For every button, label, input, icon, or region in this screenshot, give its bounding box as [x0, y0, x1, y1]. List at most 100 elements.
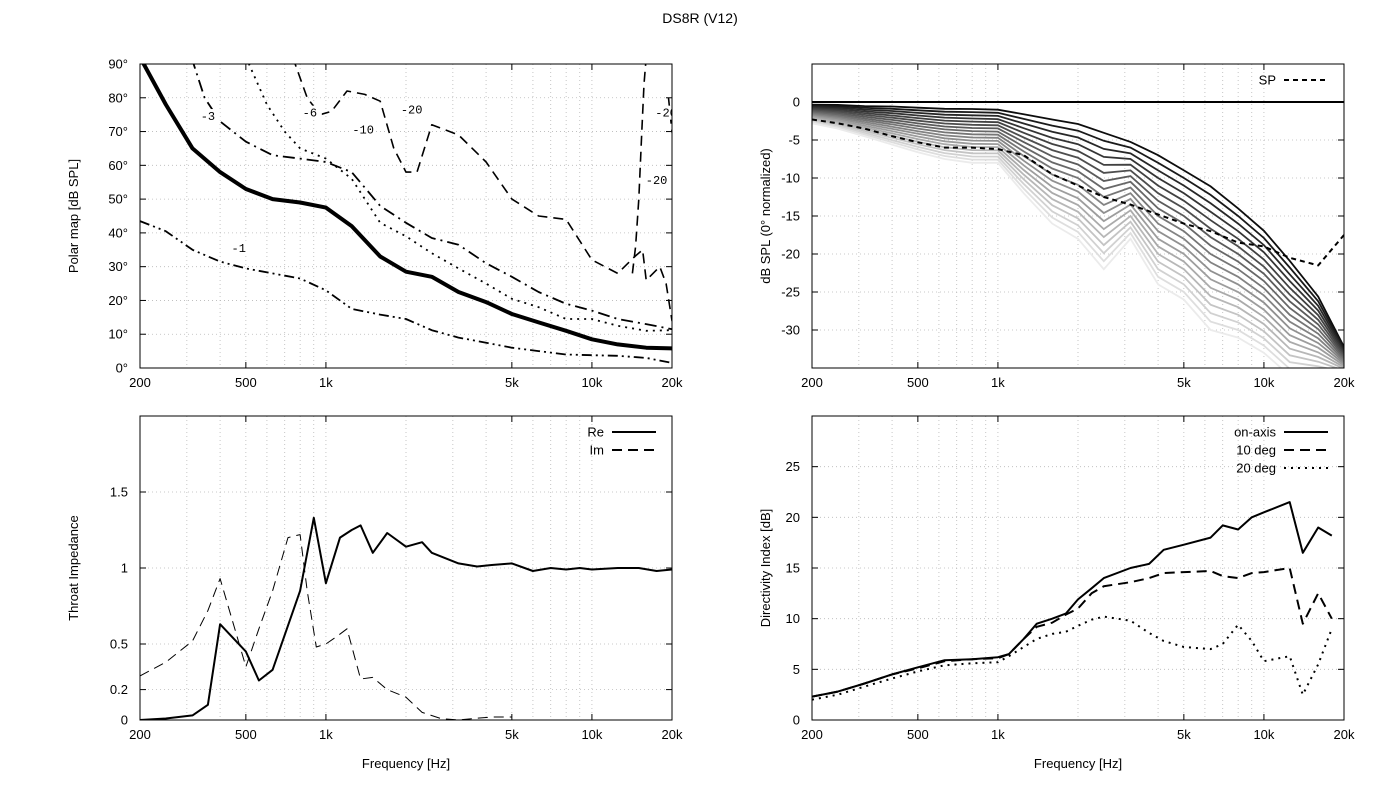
x-axis-label: Frequency [Hz]: [362, 756, 450, 771]
legend-label: Im: [590, 443, 604, 458]
x-tick-label: 5k: [505, 375, 519, 390]
ticks: 200 500 1k 5k 10k 20k 0° 10° 20° 30° 40° 50° 60° 70° 8…: [108, 57, 683, 391]
polar-map-panel: 200 500 1k 5k 10k 20k 0° 10° 20° 30° 40° 50° 60° 70° 8…: [66, 57, 700, 391]
series-line--20: [294, 64, 672, 322]
y-tick-label: -30: [781, 323, 800, 338]
legend: SP: [1259, 73, 1328, 88]
x-tick-label: 200: [801, 375, 823, 390]
throat-impedance-panel: 200 500 1k 5k 10k 20k 0 0.2 0.5 1 1.5 Throat Impeda…: [66, 415, 683, 771]
grid: [140, 416, 672, 720]
contour-label: -6: [303, 107, 317, 121]
sp-curve: [812, 118, 1344, 267]
y-tick-label: 10°: [108, 327, 128, 342]
contour-label: -10: [352, 124, 374, 138]
chart-main-title: DS8R (V12): [662, 10, 738, 26]
off-axis-curve: [812, 108, 1344, 355]
contour-label-bg: [297, 105, 322, 120]
series-line-Im: [140, 534, 512, 720]
off-axis-curve: [812, 111, 1344, 360]
legend: Re Im: [587, 425, 656, 458]
contour-label-bg: [351, 122, 376, 137]
series-line--1: [140, 220, 672, 364]
directivity-index-panel: 200 500 1k 5k 10k 20k 0 5 10 15 20 25 Directivity In…: [758, 415, 1355, 771]
normalized-spl-panel: 200 500 1k 5k 10k 20k 0 -5 -10 -15 -20 -25 -30 dB SPL…: [758, 63, 1355, 390]
y-tick-label: 50°: [108, 192, 128, 207]
x-tick-label: 20k: [1334, 727, 1355, 742]
y-tick-label: 1: [121, 561, 128, 576]
x-tick-label: 500: [235, 727, 257, 742]
x-tick-label: 20k: [1334, 375, 1355, 390]
off-axis-curve: [812, 121, 1292, 368]
y-tick-label: 5: [793, 662, 800, 677]
contour-label-bg: [399, 102, 424, 117]
series-line--3: [141, 64, 672, 352]
ticks: 200 500 1k 5k 10k 20k 0 0.2 0.5 1 1.5: [110, 416, 683, 742]
off-axis-curve: [812, 104, 1344, 350]
off-axis-curve: [812, 109, 1344, 356]
off-axis-curve: [812, 120, 1330, 368]
plot-area: [812, 501, 1333, 701]
legend-label: SP: [1259, 73, 1276, 88]
contour-label: -1: [232, 242, 246, 256]
x-tick-label: 10k: [581, 727, 602, 742]
series-line--20b: [631, 64, 647, 274]
y-tick-label: 0: [121, 713, 128, 728]
y-tick-label: -15: [781, 209, 800, 224]
x-tick-label: 5k: [1177, 375, 1191, 390]
y-axis-label: Polar map [dB SPL]: [66, 159, 81, 273]
x-tick-label: 5k: [1177, 727, 1191, 742]
off-axis-curve: [812, 119, 1340, 368]
contour-label: -20: [655, 107, 677, 121]
x-tick-label: 200: [801, 727, 823, 742]
off-axis-curve: [812, 113, 1344, 363]
contour-label-bg: [644, 173, 669, 188]
x-axis-label: Frequency [Hz]: [1034, 756, 1122, 771]
y-axis-label: dB SPL (0° normalized): [758, 148, 773, 284]
series-line--10: [247, 64, 672, 332]
legend-label: 10 deg: [1236, 443, 1276, 458]
legend-label: on-axis: [1234, 425, 1276, 440]
series-line-10-deg: [812, 567, 1333, 698]
x-tick-label: 500: [235, 375, 257, 390]
y-tick-label: 30°: [108, 259, 128, 274]
off-axis-curve: [812, 112, 1344, 362]
contour-label-bg: [676, 136, 700, 150]
x-tick-label: 10k: [581, 375, 602, 390]
plot-area: -3 -6 -1 -10 -20 -20 -20 -20: [140, 64, 700, 364]
off-axis-curve: [812, 115, 1344, 367]
y-tick-label: 0.5: [110, 637, 128, 652]
plot-frame: [139, 415, 673, 721]
series-line-on-axis: [812, 501, 1333, 698]
x-tick-label: 5k: [505, 727, 519, 742]
y-tick-label: 0: [793, 713, 800, 728]
series-line--20c: [667, 97, 672, 137]
y-tick-label: -25: [781, 285, 800, 300]
off-axis-curve: [812, 110, 1344, 358]
x-tick-label: 1k: [991, 727, 1005, 742]
x-tick-label: 1k: [319, 375, 333, 390]
contour-label-bg: [654, 105, 672, 120]
y-tick-label: 80°: [108, 90, 128, 105]
y-axis-label: Throat Impedance: [66, 515, 81, 621]
contour-label: -20: [646, 174, 668, 188]
legend-label: Re: [587, 425, 604, 440]
ticks: 200 500 1k 5k 10k 20k 0 -5 -10 -15 -20 -25 -30: [781, 64, 1355, 390]
off-axis-curve: [812, 116, 1344, 368]
plot-area: [812, 101, 1344, 368]
y-tick-label: 90°: [108, 57, 128, 72]
x-tick-label: 1k: [319, 727, 333, 742]
y-axis-label: Directivity Index [dB]: [758, 509, 773, 628]
grid: [140, 64, 672, 368]
legend-label: 20 deg: [1236, 461, 1276, 476]
x-tick-label: 500: [907, 375, 929, 390]
off-axis-curve: [812, 107, 1344, 353]
y-tick-label: 60°: [108, 158, 128, 173]
x-tick-label: 20k: [662, 727, 683, 742]
y-tick-label: 25: [786, 459, 800, 474]
y-tick-label: 70°: [108, 124, 128, 139]
y-tick-label: -5: [788, 133, 800, 148]
y-tick-label: -10: [781, 171, 800, 186]
y-tick-label: 20: [786, 510, 800, 525]
x-tick-label: 200: [129, 375, 151, 390]
off-axis-curve: [812, 103, 1344, 348]
